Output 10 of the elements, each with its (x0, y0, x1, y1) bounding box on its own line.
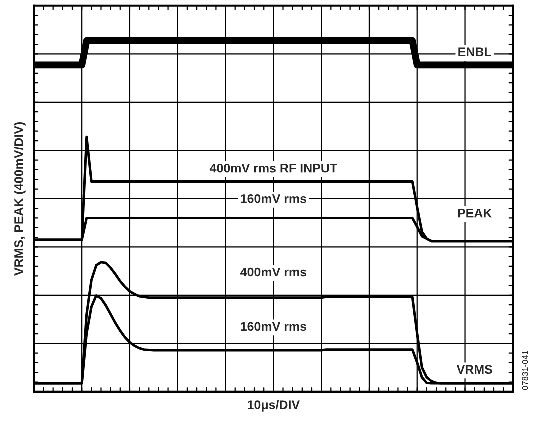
series-label: 160mV rms (241, 194, 307, 204)
series-label: 400mV rms (240, 268, 307, 277)
series-label: 400mV rms RF INPUT (210, 164, 338, 173)
annotation: PEAK (458, 209, 492, 218)
text: 07831-041 (522, 350, 528, 390)
annotation: VRMS (456, 365, 492, 374)
x-axis-title: 10μs/DIV (248, 400, 300, 412)
legend-label: ENBL (458, 48, 492, 56)
y-axis-title: VRMS, PEAK (400mV/DIV) (14, 122, 26, 276)
series-label: 160mV rms (241, 322, 307, 332)
